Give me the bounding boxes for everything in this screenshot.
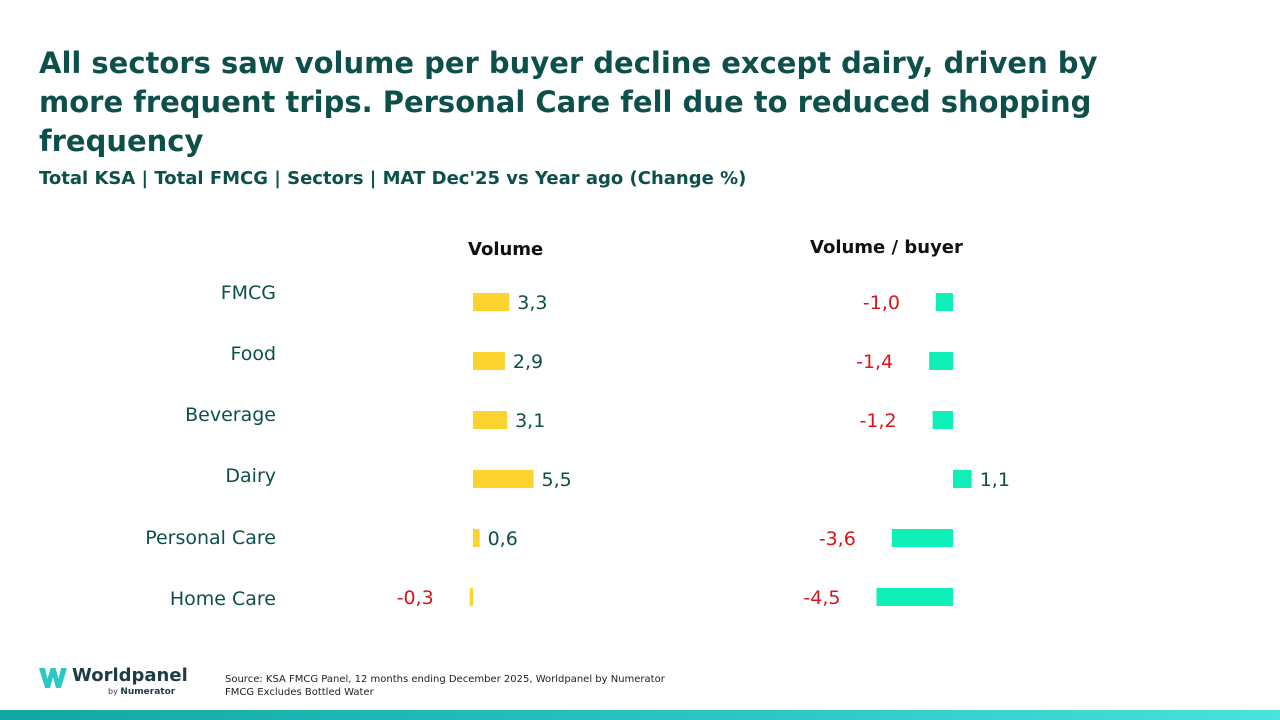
category-label-food: Food <box>230 343 276 365</box>
volume-data-label-food: 2,9 <box>513 351 543 373</box>
volume-bar-personal-care <box>473 529 480 547</box>
volume-per-buyer-data-label-personal-care: -3,6 <box>819 528 856 550</box>
volume-per-buyer-bar-beverage <box>932 411 953 429</box>
worldpanel-w-icon <box>39 668 67 688</box>
volume-per-buyer-bar-fmcg <box>936 293 953 311</box>
volume-bar-beverage <box>473 411 508 429</box>
chart-subtitle: Total KSA | Total FMCG | Sectors | MAT D… <box>39 168 747 189</box>
logo-byline: by Numerator <box>108 687 176 697</box>
category-label-home-care: Home Care <box>169 588 276 610</box>
volume-column-header: Volume <box>468 239 544 260</box>
logo-wordmark: Worldpanel <box>72 665 188 686</box>
volume-data-label-fmcg: 3,3 <box>517 292 547 314</box>
worldpanel-logo: Worldpanel by Numerator <box>38 665 218 699</box>
source-line: Source: KSA FMCG Panel, 12 months ending… <box>225 674 665 685</box>
source-note: Source: KSA FMCG Panel, 12 months ending… <box>225 673 665 699</box>
source-note-line: FMCG Excludes Bottled Water <box>225 687 374 698</box>
volume-data-label-home-care: -0,3 <box>397 587 434 609</box>
volume-per-buyer-bar-food <box>929 352 953 370</box>
volume-per-buyer-column-header: Volume / buyer <box>810 237 963 258</box>
volume-per-buyer-data-label-fmcg: -1,0 <box>863 292 900 314</box>
page-title: All sectors saw volume per buyer decline… <box>39 46 1098 158</box>
bottom-accent-bar <box>0 710 1280 720</box>
volume-data-label-beverage: 3,1 <box>515 410 545 432</box>
category-label-personal-care: Personal Care <box>145 527 276 549</box>
volume-per-buyer-data-label-dairy: 1,1 <box>980 469 1010 491</box>
volume-bar-dairy <box>473 470 534 488</box>
volume-per-buyer-data-label-beverage: -1,2 <box>860 410 897 432</box>
volume-per-buyer-bar-home-care <box>876 588 953 606</box>
volume-per-buyer-data-label-food: -1,4 <box>856 351 893 373</box>
category-label-beverage: Beverage <box>185 404 276 426</box>
category-label-dairy: Dairy <box>225 465 276 487</box>
volume-bar-food <box>473 352 505 370</box>
category-label-fmcg: FMCG <box>220 282 276 304</box>
volume-per-buyer-data-label-home-care: -4,5 <box>803 587 840 609</box>
volume-per-buyer-bar-personal-care <box>891 529 953 547</box>
volume-per-buyer-bar-dairy <box>953 470 972 488</box>
volume-data-label-personal-care: 0,6 <box>488 528 518 550</box>
volume-bar-fmcg <box>473 293 510 311</box>
volume-data-label-dairy: 5,5 <box>542 469 572 491</box>
volume-bar-home-care <box>469 588 473 606</box>
